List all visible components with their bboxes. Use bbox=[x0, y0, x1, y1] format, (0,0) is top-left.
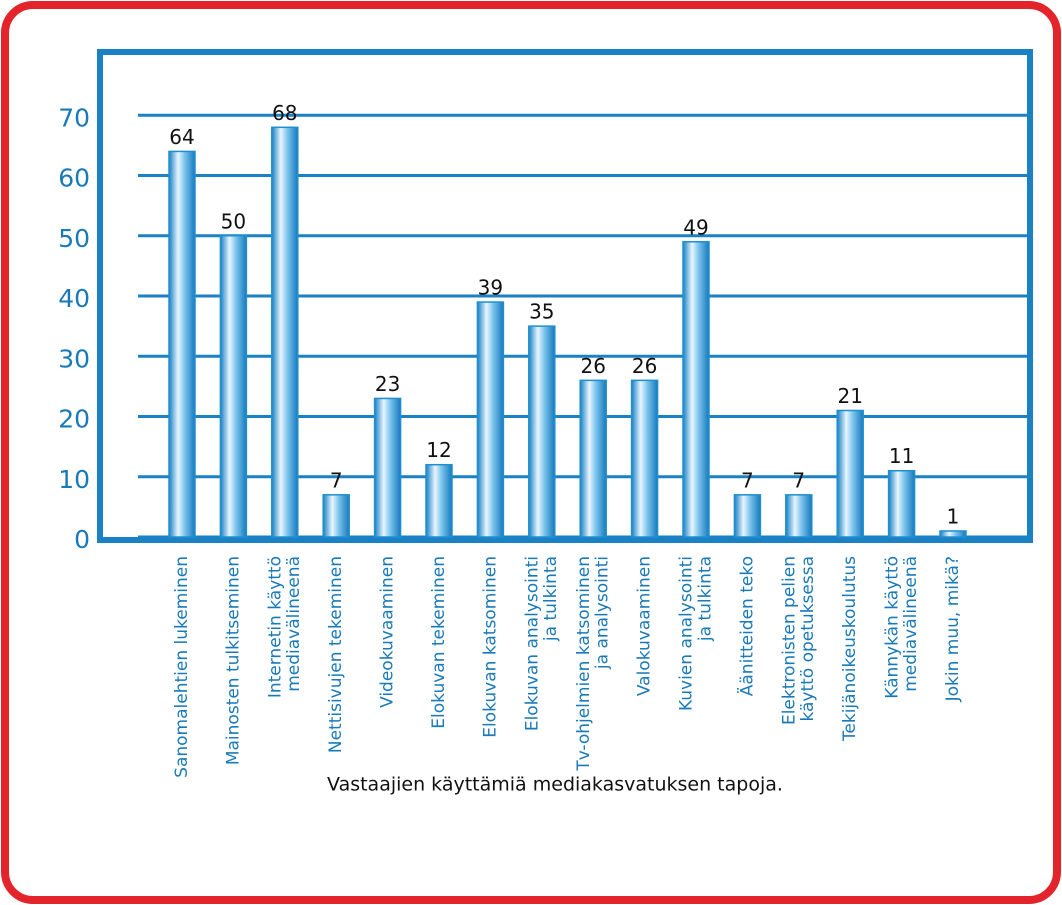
bar bbox=[682, 241, 710, 538]
x-tick-label: Tv-ohjelmien katsominenja analysointi bbox=[574, 556, 613, 772]
y-tick-label: 70 bbox=[58, 103, 90, 132]
bar bbox=[939, 530, 967, 538]
x-tick-label: Internetin käyttömediavälineenä bbox=[265, 556, 304, 698]
x-tick-label: Videokuvaaminen bbox=[378, 556, 398, 708]
value-label: 50 bbox=[221, 209, 246, 233]
bar bbox=[168, 150, 196, 538]
value-label: 12 bbox=[426, 438, 451, 462]
bar bbox=[785, 494, 813, 538]
x-tick-label: Elokuvan katsominen bbox=[480, 556, 500, 738]
bar bbox=[425, 463, 453, 538]
x-tick-label: Äänitteiden teko bbox=[736, 556, 757, 696]
x-tick-label: Tekijänoikeuskoulutus bbox=[840, 556, 860, 742]
caption: Vastaajien käyttämiä mediakasvatuksen ta… bbox=[327, 774, 783, 796]
value-label: 35 bbox=[529, 300, 554, 324]
bar bbox=[271, 126, 299, 538]
y-tick-label: 0 bbox=[74, 525, 90, 554]
bar bbox=[373, 397, 402, 538]
y-tick-label: 60 bbox=[58, 164, 90, 193]
value-label: 7 bbox=[741, 468, 754, 492]
value-label: 68 bbox=[272, 101, 297, 125]
x-tick-label: Kuvien analysointija tulkinta bbox=[677, 556, 716, 711]
value-label: 49 bbox=[683, 215, 708, 239]
value-label: 64 bbox=[169, 125, 194, 149]
x-tick-label: Mainosten tulkitseminen bbox=[223, 556, 243, 765]
bar bbox=[476, 301, 505, 538]
y-tick-label: 20 bbox=[58, 405, 90, 434]
value-label: 7 bbox=[792, 468, 805, 492]
bar bbox=[887, 469, 916, 538]
value-label: 11 bbox=[889, 444, 914, 468]
bar bbox=[528, 325, 556, 538]
x-tick-label: Elokuvan analysointija tulkinta bbox=[522, 556, 561, 731]
x-tick-label: Nettisivujen tekeminen bbox=[326, 556, 346, 753]
x-tick-label: Jokin muu, mikä? bbox=[943, 556, 963, 702]
value-label: 26 bbox=[580, 354, 605, 378]
value-label: 21 bbox=[837, 384, 862, 408]
value-label: 7 bbox=[330, 468, 343, 492]
bar bbox=[322, 494, 350, 538]
value-label: 39 bbox=[478, 276, 503, 300]
y-tick-label: 10 bbox=[58, 465, 90, 494]
bar bbox=[219, 235, 248, 538]
bar bbox=[836, 409, 864, 538]
value-label: 23 bbox=[375, 372, 400, 396]
bar bbox=[630, 379, 659, 538]
x-tick-label: Valokuvaaminen bbox=[635, 556, 655, 696]
y-tick-label: 50 bbox=[58, 224, 90, 253]
x-tick-label: Sanomalehtien lukeminen bbox=[172, 556, 192, 778]
value-label: 1 bbox=[947, 504, 960, 528]
bar bbox=[579, 379, 607, 538]
x-tick-label: Elokuvan tekeminen bbox=[429, 556, 449, 729]
x-tick-label: Elektronisten pelienkäyttö opetuksessa bbox=[779, 556, 818, 725]
y-tick-label: 30 bbox=[58, 344, 90, 373]
x-tick-label: Kännykän käyttömediavälineenä bbox=[882, 556, 921, 699]
y-tick-label: 40 bbox=[58, 284, 90, 313]
value-label: 26 bbox=[632, 354, 657, 378]
bar bbox=[733, 494, 762, 538]
plot-frame bbox=[97, 49, 1033, 543]
